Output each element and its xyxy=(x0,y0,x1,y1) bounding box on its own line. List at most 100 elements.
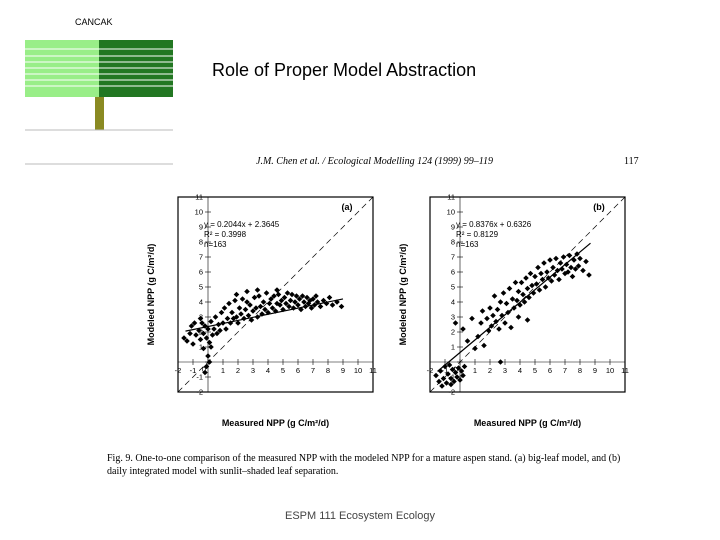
data-point xyxy=(508,324,514,331)
y-tick-label: 10 xyxy=(447,208,455,217)
data-point xyxy=(478,320,484,326)
data-point xyxy=(190,341,196,347)
x-tick-label: 11 xyxy=(621,366,629,375)
x-tick-label: -2 xyxy=(427,366,434,375)
data-point xyxy=(509,296,516,302)
data-point xyxy=(472,345,478,352)
data-point xyxy=(266,300,273,307)
data-point xyxy=(232,297,238,304)
data-point xyxy=(257,303,264,310)
data-point xyxy=(289,291,295,298)
y-tick-label: 8 xyxy=(199,238,203,247)
data-point xyxy=(523,275,529,281)
data-point xyxy=(569,273,576,280)
regression-annotation: y = 0.8376x + 0.6326 xyxy=(456,220,532,229)
data-point xyxy=(200,345,207,352)
data-point xyxy=(244,288,250,295)
data-point xyxy=(568,264,574,271)
data-point xyxy=(448,375,454,382)
data-point xyxy=(262,306,268,313)
x-tick-label: 6 xyxy=(296,366,300,375)
y-tick-label: 7 xyxy=(451,253,455,262)
regression-annotation: R² = 0.8129 xyxy=(456,230,499,239)
data-point xyxy=(205,326,211,332)
panel-label: (b) xyxy=(593,202,605,212)
data-point xyxy=(284,290,291,296)
data-point xyxy=(329,302,336,308)
data-point xyxy=(295,302,301,308)
data-point xyxy=(457,377,463,383)
regression-annotation: R² = 0.3998 xyxy=(204,230,247,239)
data-point xyxy=(245,312,252,319)
y-tick-label: 6 xyxy=(199,268,203,277)
regression-annotation: n=163 xyxy=(204,240,227,249)
data-point xyxy=(208,344,214,350)
data-point xyxy=(451,378,457,385)
one-to-one-line xyxy=(177,196,374,393)
one-to-one-line xyxy=(429,196,626,393)
data-point xyxy=(202,369,208,376)
y-tick-label: 8 xyxy=(451,238,455,247)
x-tick-label: -1 xyxy=(190,366,197,375)
data-point xyxy=(199,320,205,326)
data-point xyxy=(254,287,261,293)
data-point xyxy=(256,293,262,299)
data-point xyxy=(187,330,193,337)
y-tick-label: -2 xyxy=(196,388,203,397)
data-point xyxy=(235,320,241,326)
y-tick-label: 2 xyxy=(451,328,455,337)
data-point xyxy=(238,311,244,317)
data-point xyxy=(287,297,294,304)
x-tick-label: 2 xyxy=(488,366,492,375)
data-point xyxy=(517,302,523,308)
data-point xyxy=(242,306,249,313)
data-point xyxy=(535,264,541,271)
data-point xyxy=(313,293,319,299)
data-point xyxy=(527,270,534,277)
data-point xyxy=(181,335,187,341)
x-tick-label: 3 xyxy=(251,366,255,375)
y-tick-label: 7 xyxy=(199,253,203,262)
slide-title: Role of Proper Model Abstraction xyxy=(212,60,477,80)
data-point xyxy=(205,353,211,359)
data-point xyxy=(248,317,255,323)
x-tick-label: 8 xyxy=(578,366,582,375)
data-point xyxy=(460,372,466,379)
data-point xyxy=(580,267,586,274)
data-point xyxy=(271,293,277,299)
y-axis-title: Modeled NPP (g C/m²/d) xyxy=(146,244,156,346)
data-point xyxy=(274,287,280,293)
x-tick-label: 5 xyxy=(281,366,285,375)
data-point xyxy=(524,285,531,292)
data-point xyxy=(515,288,522,295)
x-axis-title: Measured NPP (g C/m²/d) xyxy=(222,418,329,428)
data-point xyxy=(542,284,549,290)
plot-frame xyxy=(429,196,626,393)
data-point xyxy=(296,296,303,302)
data-point xyxy=(469,315,475,322)
page-number: 117 xyxy=(624,156,639,167)
data-point xyxy=(556,276,562,283)
y-axis-title: Modeled NPP (g C/m²/d) xyxy=(398,244,408,346)
data-point xyxy=(532,273,538,280)
data-point xyxy=(526,294,532,301)
data-point xyxy=(577,255,583,262)
data-point xyxy=(208,318,214,325)
x-tick-label: 3 xyxy=(503,366,507,375)
footer-text: ESPM 111 Ecosystem Ecology xyxy=(285,510,435,522)
data-point xyxy=(233,291,240,298)
data-point xyxy=(484,315,490,322)
data-point xyxy=(491,293,498,299)
x-axis-title: Measured NPP (g C/m²/d) xyxy=(474,418,581,428)
data-point xyxy=(502,320,508,326)
data-point xyxy=(206,359,213,365)
y-tick-label: 9 xyxy=(199,223,203,232)
figure-caption: Fig. 9. One-to-one comparison of the mea… xyxy=(107,453,621,477)
data-point xyxy=(211,326,217,332)
data-point xyxy=(487,305,493,311)
data-point xyxy=(449,366,456,373)
data-point xyxy=(544,269,550,275)
y-tick-label: 9 xyxy=(451,223,455,232)
x-tick-label: 4 xyxy=(266,366,270,375)
